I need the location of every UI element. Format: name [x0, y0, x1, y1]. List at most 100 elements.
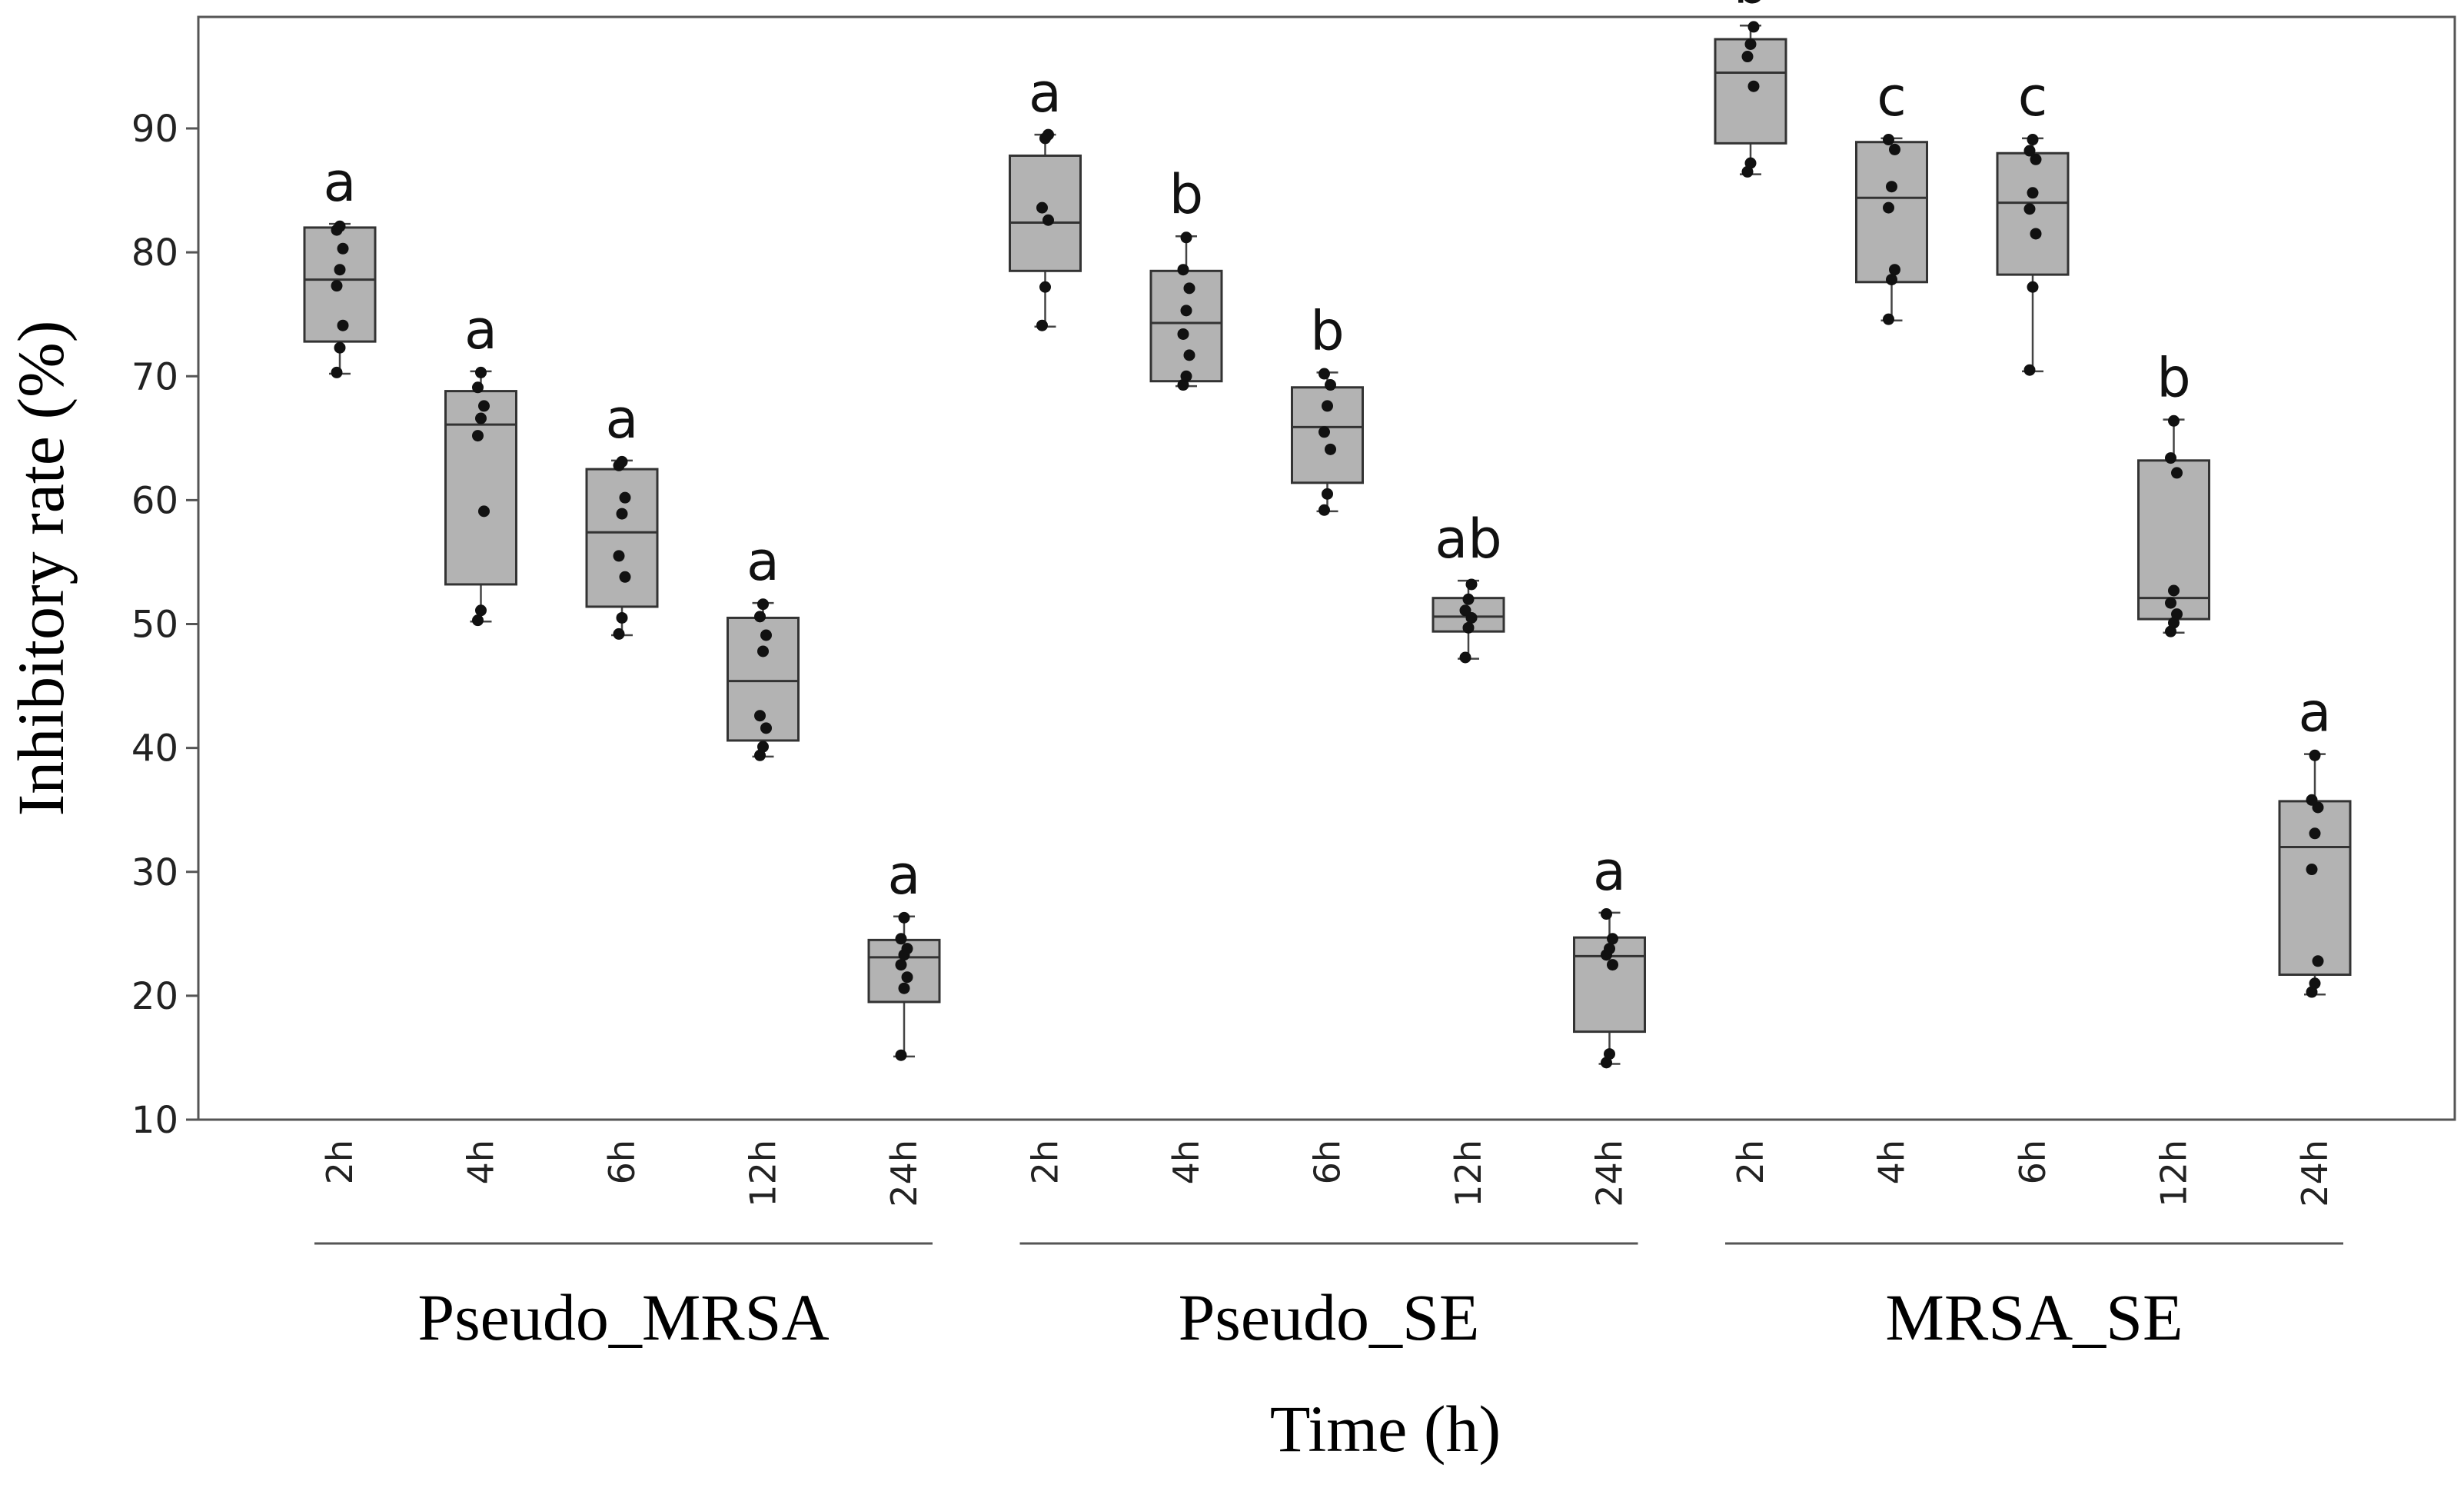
y-tick-label: 90: [131, 108, 178, 151]
data-point: [2168, 584, 2180, 597]
data-point: [1883, 201, 1894, 214]
x-tick-label: 4h: [1871, 1140, 1913, 1184]
data-point: [475, 604, 487, 617]
data-point: [613, 550, 625, 562]
significance-letter: a: [1593, 840, 1626, 903]
data-point: [1459, 604, 1471, 617]
data-point: [1886, 181, 1897, 193]
data-point: [2306, 986, 2318, 998]
data-point: [757, 645, 769, 657]
data-point: [2312, 955, 2324, 967]
data-point: [478, 505, 490, 518]
box-mrsa_se-24h: a: [2278, 681, 2352, 998]
data-point: [1180, 305, 1192, 317]
data-point: [2023, 203, 2036, 215]
data-point: [1604, 943, 1615, 955]
data-point: [1462, 593, 1475, 605]
data-point: [895, 933, 907, 945]
data-point: [2165, 625, 2176, 637]
box-pseudo_se-24h: a: [1573, 840, 1646, 1069]
data-point: [334, 264, 346, 276]
data-point: [613, 627, 625, 640]
data-point: [472, 614, 484, 627]
data-point: [1036, 201, 1048, 214]
data-point: [2030, 228, 2042, 240]
data-point: [2165, 452, 2176, 464]
box-iqr: [1009, 154, 1082, 272]
x-axis: 2h 4h 6h 12h 24h 2h 4h 6h 12h 24h 2h 4h 6h 12h 24h: [319, 1140, 2336, 1207]
data-point: [760, 722, 772, 734]
data-point: [895, 959, 907, 971]
data-point: [619, 571, 631, 583]
group-labels: Pseudo_MRSA Pseudo_SE MRSA_SE: [314, 1242, 2343, 1354]
group-label: MRSA_SE: [1885, 1280, 2183, 1354]
data-point: [616, 455, 628, 468]
y-tick-label: 70: [131, 355, 178, 398]
data-point: [2309, 977, 2321, 990]
data-point: [1459, 651, 1471, 664]
data-point: [616, 611, 628, 624]
data-point: [1607, 933, 1618, 945]
data-point: [2306, 794, 2318, 806]
box-pseudo_se-4h: b: [1149, 163, 1223, 391]
data-point: [1741, 51, 1754, 63]
data-point: [757, 741, 769, 753]
box-iqr: [1996, 151, 2070, 276]
data-point: [1177, 264, 1189, 276]
data-point: [1601, 908, 1612, 920]
data-point: [475, 366, 487, 378]
data-point: [2306, 864, 2318, 876]
data-point: [2023, 145, 2036, 157]
data-point: [334, 341, 346, 354]
group-label: Pseudo_SE: [1179, 1280, 1480, 1354]
data-point: [1889, 264, 1900, 276]
data-point: [1183, 282, 1195, 295]
data-point: [1883, 313, 1894, 325]
box-mrsa_se-6h: c: [1996, 65, 2070, 376]
data-point: [2309, 827, 2321, 840]
data-point: [1325, 443, 1336, 455]
data-point: [616, 508, 628, 520]
x-tick-label: 6h: [601, 1140, 643, 1184]
box-iqr: [2278, 800, 2352, 976]
data-point: [2030, 153, 2042, 165]
data-point: [2165, 597, 2176, 609]
plot-frame: [197, 15, 2456, 1121]
y-tick-label: 50: [131, 604, 178, 647]
x-tick-label: 6h: [2012, 1140, 2053, 1184]
x-tick-label: 2h: [1025, 1140, 1066, 1184]
data-point: [1886, 274, 1897, 286]
data-point: [337, 319, 349, 331]
data-point: [2171, 608, 2183, 621]
significance-letter: b: [1734, 0, 1767, 15]
data-point: [901, 943, 913, 955]
significance-letter: c: [2018, 65, 2048, 128]
significance-letter: a: [464, 298, 497, 361]
box-series: aaaaaabbababccba: [303, 0, 2352, 1069]
data-point: [2027, 134, 2039, 146]
x-tick-label: 4h: [461, 1140, 502, 1184]
significance-letter: a: [324, 151, 357, 214]
box-pseudo_mrsa-2h: a: [303, 151, 377, 378]
data-point: [1889, 143, 1900, 155]
x-tick-label: 24h: [2294, 1140, 2336, 1207]
data-point: [1318, 426, 1330, 438]
data-point: [1744, 157, 1757, 169]
box-pseudo_se-6h: b: [1291, 299, 1364, 516]
data-point: [2171, 467, 2183, 479]
data-point: [337, 242, 349, 255]
data-point: [1325, 379, 1336, 391]
data-point: [757, 598, 769, 611]
y-tick-label: 10: [131, 1099, 178, 1142]
data-point: [334, 220, 346, 232]
data-point: [1741, 165, 1754, 178]
data-point: [331, 366, 343, 378]
x-tick-label: 12h: [1448, 1140, 1489, 1207]
data-point: [901, 971, 913, 984]
data-point: [2027, 187, 2039, 199]
data-point: [895, 1049, 907, 1061]
data-point: [898, 982, 910, 994]
group-label: Pseudo_MRSA: [417, 1280, 829, 1354]
